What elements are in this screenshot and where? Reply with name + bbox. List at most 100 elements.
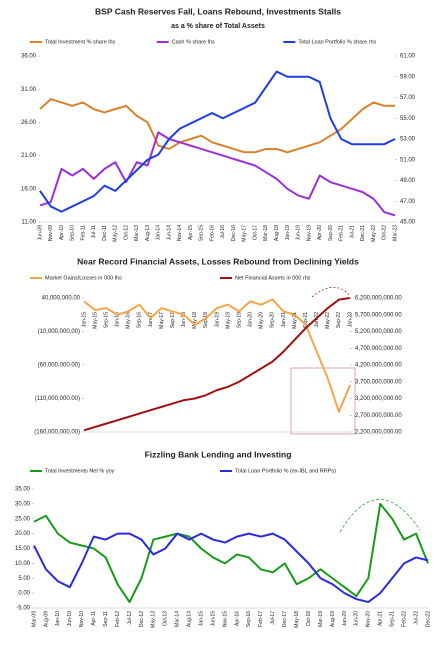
x-tick-label: Sep-10 (70, 225, 76, 241)
y2-tick-label: 51.00 (400, 157, 416, 163)
y2-tick-label: 55.00 (400, 116, 416, 122)
x-tick-label: Jan-16 (115, 312, 121, 328)
x-tick-label: Jun-15 (210, 611, 216, 627)
x-tick-label: Jul-12 (127, 611, 133, 625)
x-tick-label: Aug-13 (145, 225, 151, 241)
x-tick-label: Dec-22 (425, 611, 431, 627)
x-tick-label: Jan-15 (81, 312, 87, 328)
x-tick-label: Jan-20 (248, 312, 254, 328)
y2-tick-label: 3,700,000,000.00 (355, 379, 402, 385)
x-tick-label: Jun-19 (296, 225, 302, 241)
y2-tick-label: 2,700,000,000.00 (355, 413, 402, 419)
x-tick-label: Jun-14 (166, 225, 172, 241)
y-tick-label: (160,000,000.00) (34, 430, 80, 436)
x-tick-label: Sep-21 (390, 611, 396, 627)
y-tick-label: -5.00 (16, 606, 30, 612)
x-tick-label: Apr-20 (317, 225, 323, 240)
series-line (83, 297, 351, 432)
y-tick-label: 11.00 (21, 220, 36, 226)
legend-label: Cash % share lhs (172, 39, 215, 45)
x-tick-label: Jul-16 (220, 225, 226, 239)
y-tick-label: 20.00 (15, 531, 31, 537)
y2-tick-label: 47.00 (400, 199, 416, 205)
x-tick-label: Jan-21 (281, 312, 287, 328)
y2-tick-label: 4,200,000,000.00 (355, 363, 402, 369)
y2-tick-label: 57.00 (400, 95, 416, 101)
x-tick-label: May-19 (225, 312, 231, 329)
y2-tick-label: 45.00 (400, 220, 416, 226)
x-tick-label: Jun-20 (354, 611, 360, 627)
y2-tick-label: 61.00 (400, 54, 416, 60)
x-tick-label: Apr-16 (234, 611, 240, 626)
series-line (39, 131, 396, 217)
y2-tick-label: 59.00 (400, 74, 416, 80)
x-tick-label: Nov-15 (222, 611, 228, 627)
y-tick-label: (10,000,000.00) (38, 329, 80, 335)
series-line (83, 298, 351, 413)
x-tick-label: Feb-11 (80, 225, 86, 241)
x-tick-label: Nov-14 (177, 225, 183, 241)
x-tick-label: Nov-09 (48, 225, 54, 241)
legend-label: Total Investment % share lhs (45, 39, 116, 45)
y-tick-label: 15.00 (15, 546, 31, 552)
x-tick-label: Sep-15 (199, 225, 205, 241)
x-tick-label: Jan-17 (148, 312, 154, 328)
y-tick-label: (60,000,000.00) (38, 363, 80, 369)
y-tick-label: 31.00 (21, 87, 37, 93)
chart-title: BSP Cash Reserves Fall, Loans Rebound, I… (95, 6, 341, 16)
x-tick-label: Dec-17 (282, 611, 288, 627)
x-tick-label: Feb-17 (258, 611, 264, 627)
legend-label: Net Financial Assets in 000 rhs (235, 275, 311, 281)
x-tick-label: Jun-10 (67, 611, 73, 627)
x-tick-label: Jul-22 (413, 611, 419, 625)
x-tick-label: May-22 (325, 312, 331, 329)
y-tick-label: 16.00 (21, 186, 37, 192)
x-tick-label: Oct-12 (123, 225, 129, 240)
x-tick-label: Jan-10 (55, 611, 61, 627)
x-tick-label: Oct-17 (252, 225, 258, 240)
x-tick-label: Aug-09 (43, 611, 49, 627)
y-tick-label: 35.00 (15, 487, 31, 493)
x-tick-label: Sep-16 (246, 611, 252, 627)
x-tick-label: May-17 (159, 312, 165, 329)
series-line (33, 532, 429, 604)
y-tick-label: 0.00 (18, 591, 30, 597)
series-line (33, 502, 429, 604)
y2-tick-label: 53.00 (400, 137, 416, 143)
x-tick-label: Mar-18 (263, 225, 269, 241)
y-tick-label: 30.00 (15, 501, 31, 507)
x-tick-label: Oct-22 (382, 225, 388, 240)
x-tick-label: Sep-20 (270, 312, 276, 328)
x-tick-label: May-21 (292, 312, 298, 329)
x-tick-label: Nov-19 (306, 225, 312, 241)
x-tick-label: Dec-12 (139, 611, 145, 627)
x-tick-label: May-22 (371, 225, 377, 242)
chart-title: Fizzling Bank Lending and Investing (145, 449, 292, 459)
x-tick-label: Sep-20 (328, 225, 334, 241)
x-tick-label: May-17 (242, 225, 248, 242)
y-tick-label: 21.00 (21, 153, 37, 159)
x-tick-label: May-15 (92, 312, 98, 329)
series-line (39, 98, 395, 154)
legend-label: Total Investments Net % yoy (45, 468, 115, 474)
x-tick-label: Dec-21 (360, 225, 366, 241)
x-tick-label: Jul-17 (270, 611, 276, 625)
x-tick-label: May-13 (151, 611, 157, 628)
chart-title: Near Record Financial Assets, Losses Reb… (77, 256, 359, 266)
x-tick-label: May-18 (294, 611, 300, 628)
x-tick-label: Mar-09 (31, 611, 37, 627)
x-tick-label: Aug-18 (274, 225, 280, 241)
x-tick-label: Jan-15 (198, 611, 204, 627)
x-tick-label: Feb-16 (209, 225, 215, 241)
y2-tick-label: 2,200,000,000.00 (355, 430, 402, 436)
x-tick-label: Sep-19 (236, 312, 242, 328)
y2-tick-label: 6,200,000,000.00 (355, 296, 402, 302)
legend-label: Market Gains/Losses in 000 lhs (45, 275, 122, 281)
x-tick-label: Sep-15 (103, 312, 109, 328)
x-tick-label: Jan-18 (181, 312, 187, 328)
x-tick-label: Feb-22 (401, 611, 407, 627)
x-tick-label: Mar-23 (392, 225, 398, 241)
x-tick-label: Jan-19 (214, 312, 220, 328)
x-tick-label: Jul-11 (91, 225, 97, 238)
